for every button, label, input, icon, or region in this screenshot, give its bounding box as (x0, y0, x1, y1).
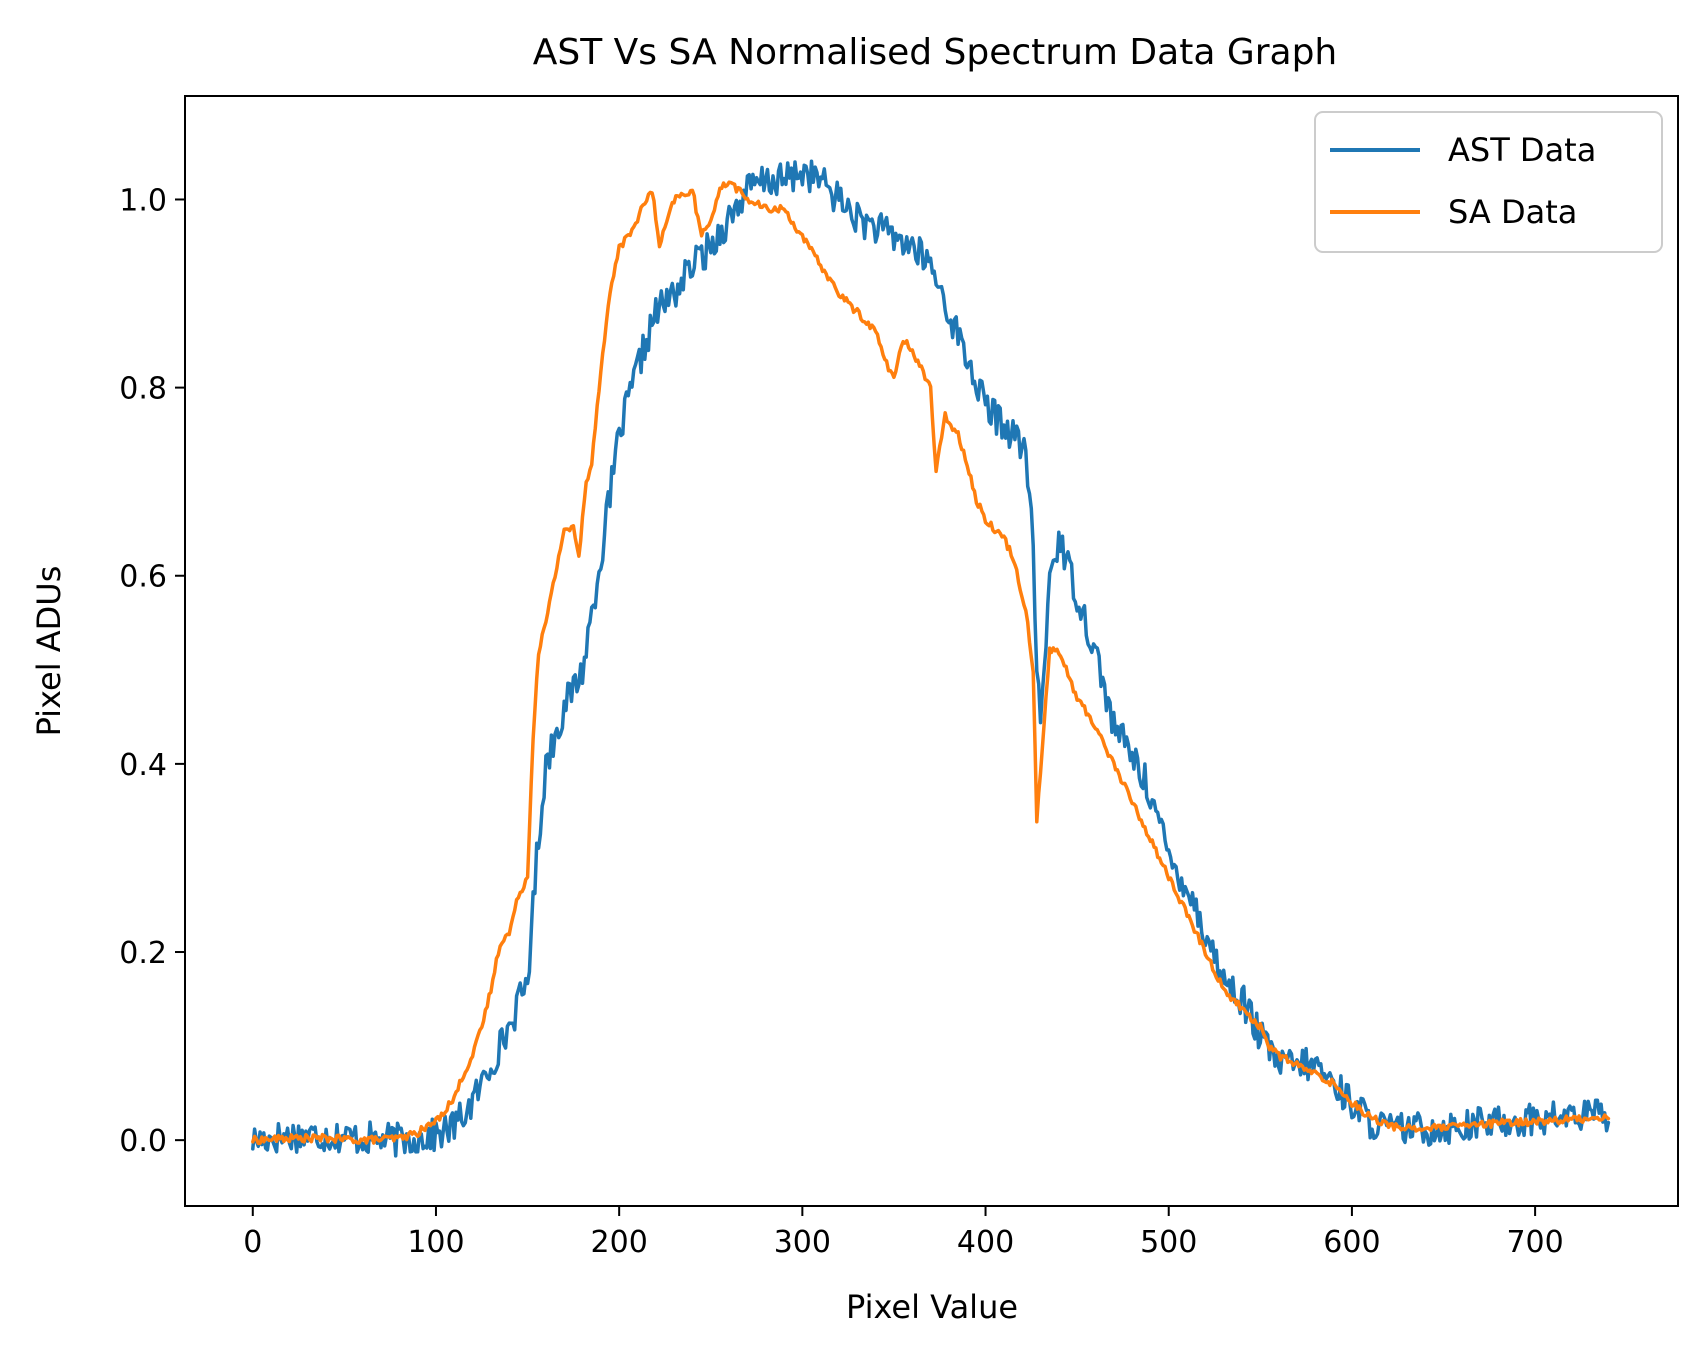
legend-label-ast: AST Data (1448, 131, 1596, 169)
plot-frame (184, 95, 1679, 1207)
x-tick-label: 600 (1323, 1225, 1380, 1260)
x-tick-label: 300 (774, 1225, 831, 1260)
y-tick-label: 0.0 (119, 1124, 167, 1159)
x-tick-label: 100 (407, 1225, 464, 1260)
y-tick-label: 0.2 (119, 936, 167, 971)
x-tick-label: 0 (243, 1225, 262, 1260)
legend-box (1314, 111, 1663, 253)
x-axis: 0 100 200 300 400 500 600 700 (243, 1206, 1564, 1260)
x-tick-label: 200 (591, 1225, 648, 1260)
x-tick-label: 500 (1140, 1225, 1197, 1260)
x-tick-label: 400 (957, 1225, 1014, 1260)
series-line-ast (251, 159, 1611, 1158)
series-line-sa (251, 180, 1611, 1146)
chart-title: AST Vs SA Normalised Spectrum Data Graph (533, 32, 1338, 73)
y-tick-label: 0.8 (119, 372, 167, 407)
x-axis-label: Pixel Value (846, 1288, 1018, 1326)
y-tick-label: 0.4 (119, 748, 167, 783)
y-tick-label: 0.6 (119, 560, 167, 595)
y-axis-label: Pixel ADUs (30, 566, 68, 737)
x-tick-label: 700 (1506, 1225, 1563, 1260)
y-axis: 0.0 0.2 0.4 0.6 0.8 1.0 (119, 183, 185, 1159)
legend: AST Data SA Data (1314, 111, 1663, 253)
series-layer (251, 159, 1611, 1158)
legend-label-sa: SA Data (1448, 193, 1577, 231)
y-tick-label: 1.0 (119, 183, 167, 218)
